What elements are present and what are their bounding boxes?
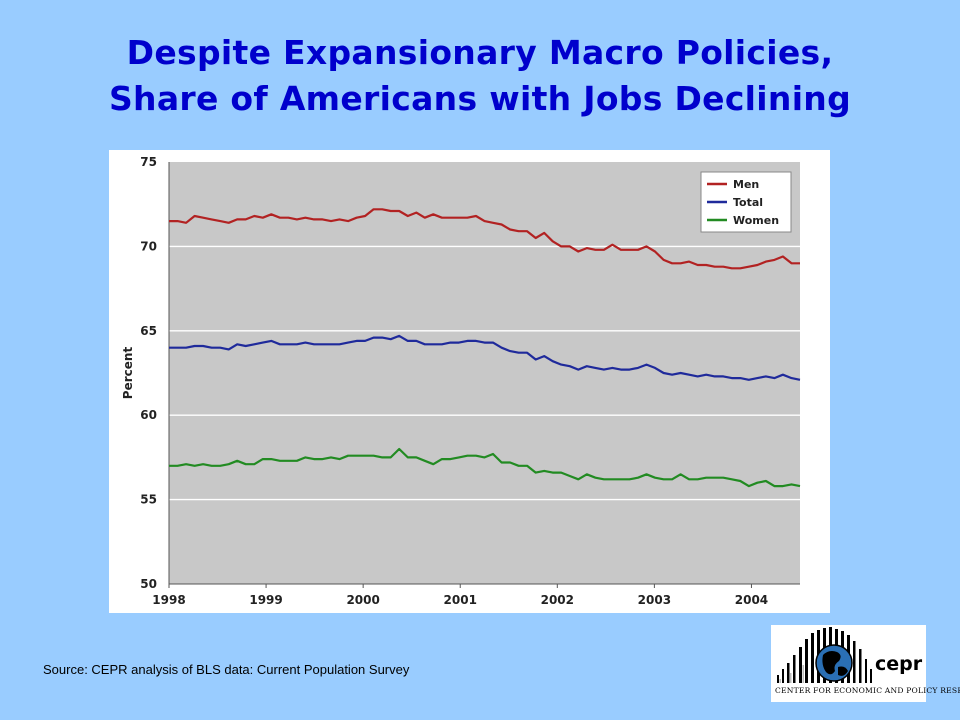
y-tick-label: 55 [140,493,157,507]
logo-wordmark: cepr [875,653,923,675]
line-chart: 50 55 60 65 70 75 1998 1999 2000 2001 2002 2003 2004… [109,150,830,613]
plot-area [169,162,800,584]
y-axis-label: Percent [121,347,135,400]
slide-title: Despite Expansionary Macro Policies, Sha… [0,30,960,122]
y-tick-label: 70 [140,239,157,253]
series-line-total [169,334,801,381]
series-line-men [169,208,800,270]
source-note: Source: CEPR analysis of BLS data: Curre… [43,662,410,677]
y-tick-label: 60 [140,408,157,422]
y-tick-label: 50 [140,577,157,591]
x-tick-label: 2004 [735,593,768,607]
x-tick-label: 2001 [444,593,477,607]
legend-label: Total [733,196,763,209]
x-tick-label: 2002 [541,593,574,607]
chart-canvas: 50 55 60 65 70 75 1998 1999 2000 2001 2002 2003 2004… [121,155,801,607]
y-tick-label: 65 [140,324,157,338]
legend-label: Women [733,214,779,227]
slide-title-line-1: Despite Expansionary Macro Policies, [126,33,834,72]
x-tick-label: 1998 [152,593,185,607]
y-tick-label: 75 [140,155,157,169]
x-tick-label: 1999 [249,593,282,607]
x-tick-label: 2003 [638,593,671,607]
cepr-logo: cepr CENTER FOR ECONOMIC AND POLICY RESE… [771,625,960,702]
logo-subtitle: CENTER FOR ECONOMIC AND POLICY RESEARCH [775,686,960,695]
legend-label: Men [733,178,759,191]
logo-graphic [777,627,872,683]
x-tick-label: 2000 [346,593,379,607]
series-line-women [169,447,801,488]
slide-title-line-2: Share of Americans with Jobs Declining [108,79,852,118]
